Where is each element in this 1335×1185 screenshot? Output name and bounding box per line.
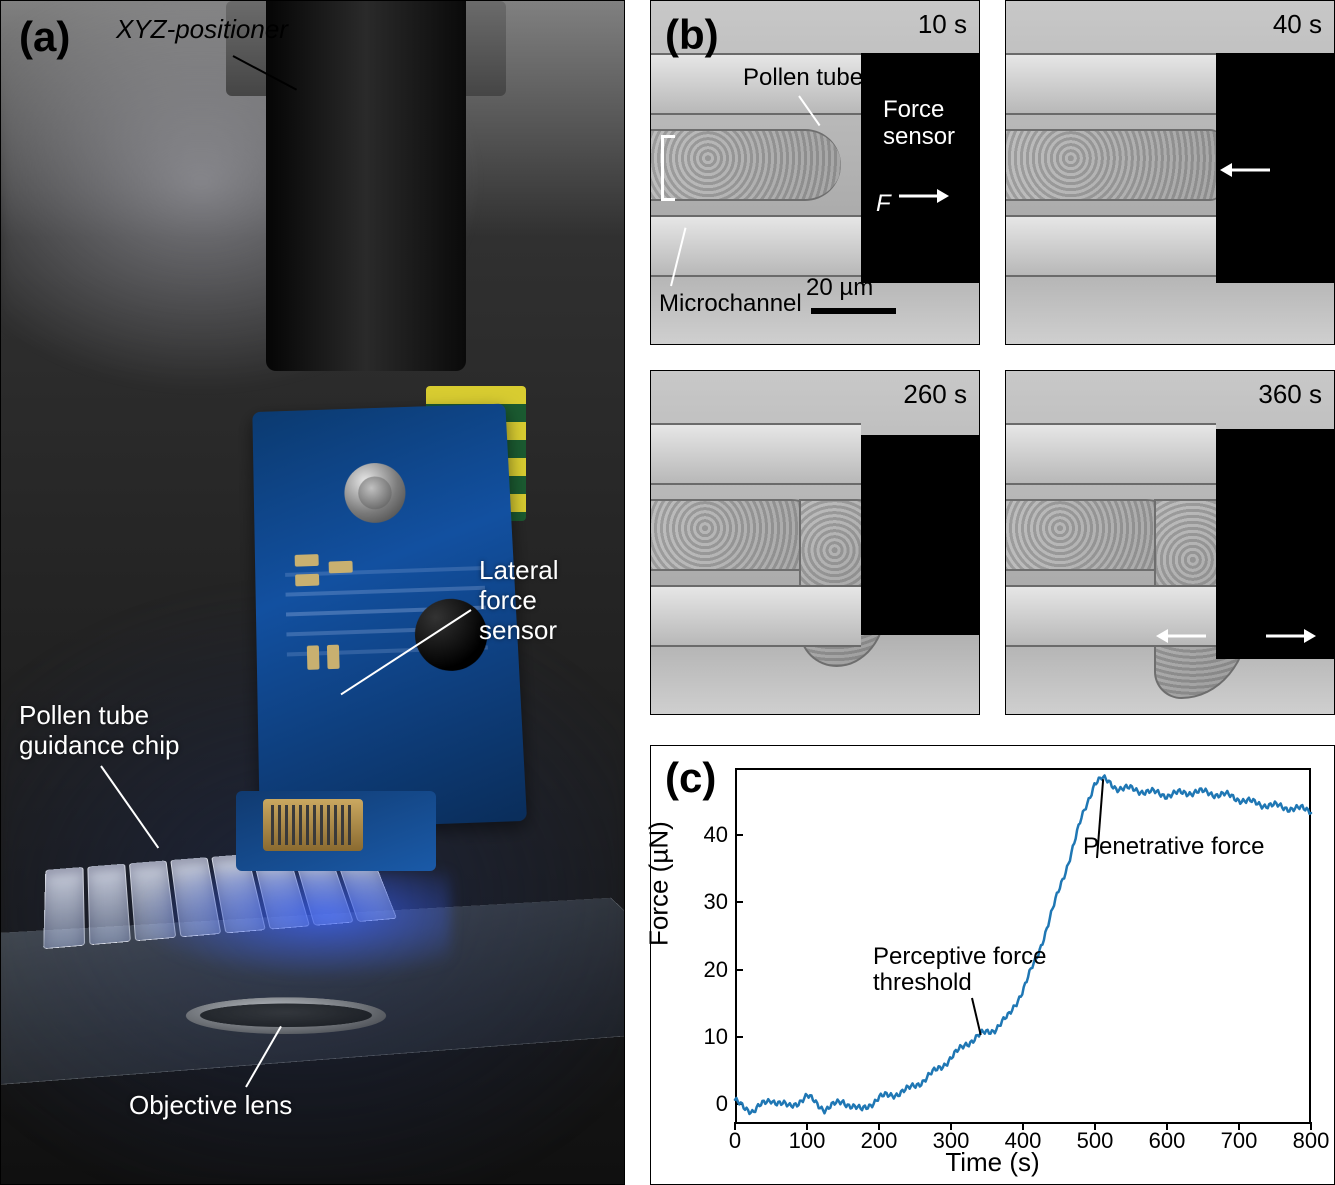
x-tick-label: 400 [1005, 1128, 1042, 1154]
timestamp: 360 s [1258, 379, 1322, 410]
arrow-right-icon [897, 187, 949, 205]
x-tick-label: 200 [861, 1128, 898, 1154]
lateral-force-sensor-tip [263, 799, 363, 851]
y-axis-label: Force (µN) [644, 821, 675, 946]
arrow-right-icon [1264, 627, 1316, 645]
illumination-glow [131, 871, 451, 981]
microchannel-wall [651, 585, 861, 647]
x-tick-label: 300 [933, 1128, 970, 1154]
microchannel-wall [651, 423, 861, 485]
microchannel-wall [1006, 215, 1216, 277]
panel-b-tag: (b) [665, 11, 719, 59]
label-penetrative-force: Pene- trative force [1261, 521, 1326, 602]
annotation-text: XYZ-positioner [116, 14, 288, 44]
pollen-tube [1006, 129, 1222, 201]
figure-root: (a) XYZ-positioner [0, 0, 1335, 1185]
force-sensor-block [861, 53, 979, 283]
pcb-knob [414, 598, 489, 673]
chip-well [87, 864, 131, 946]
microchannel-wall [651, 215, 861, 277]
annotation-penetrative-force: Penetrative force [1083, 834, 1264, 860]
label-microchannel: Microchannel [659, 291, 802, 318]
x-tick-label: 0 [729, 1128, 741, 1154]
label-F: F [876, 191, 891, 218]
smd-component [327, 645, 340, 670]
panel-a-tag: (a) [19, 13, 70, 61]
panel-a-photo: (a) XYZ-positioner [0, 0, 625, 1185]
x-tick-label: 100 [789, 1128, 826, 1154]
y-tick-label: 20 [704, 957, 728, 983]
positioner-arm [266, 0, 466, 371]
arrow-left-icon [1220, 161, 1272, 179]
x-tick-label: 800 [1293, 1128, 1330, 1154]
micrograph-frame-3: 260 s [650, 370, 980, 715]
pollen-tube [651, 129, 841, 201]
x-tick-label: 600 [1149, 1128, 1186, 1154]
micrograph-frame-4: 360 s Pene- trative force [1005, 370, 1335, 715]
smd-component [329, 561, 353, 574]
annotation-perceptive-threshold: Perceptive force threshold [873, 944, 1046, 997]
timestamp: 10 s [918, 9, 967, 40]
microchannel-wall [1006, 53, 1216, 115]
microchannel-wall [1006, 423, 1216, 485]
panel-c-tag: (c) [665, 754, 716, 802]
label-perceptive-threshold: Per- ceptive force thresh- old [1250, 117, 1326, 251]
annotation-xyz-positioner: XYZ-positioner [116, 15, 288, 45]
micrograph-frame-2: 40 s Per- ceptive force thresh- old [1005, 0, 1335, 345]
y-tick-label: 10 [704, 1024, 728, 1050]
bracket-icon [661, 135, 675, 201]
label-force-sensor: Force sensor [883, 97, 955, 151]
pcb-screw [344, 462, 407, 524]
smd-component [307, 645, 320, 670]
x-tick-label: 700 [1221, 1128, 1258, 1154]
arrow-left-icon [1156, 627, 1208, 645]
y-tick-label: 30 [704, 889, 728, 915]
panel-c-chart: (c) Force (µN) Time (s) 010203040 010020… [650, 745, 1335, 1185]
smd-component [295, 574, 319, 587]
timestamp: 260 s [903, 379, 967, 410]
micrograph-frame-1: (b) 10 s Pollen tube Force sensor F Micr… [650, 0, 980, 345]
y-tick-label: 40 [704, 822, 728, 848]
annotation-lateral-force-sensor: Lateral force sensor [479, 556, 559, 646]
annotation-objective-lens: Objective lens [129, 1091, 292, 1121]
timestamp: 40 s [1273, 9, 1322, 40]
panel-b-micrographs: (b) 10 s Pollen tube Force sensor F Micr… [650, 0, 1335, 720]
force-sensor-block [861, 435, 979, 635]
x-tick-label: 500 [1077, 1128, 1114, 1154]
y-tick-label: 0 [716, 1091, 728, 1117]
scale-bar [811, 308, 896, 314]
smd-component [295, 554, 319, 567]
chip-well [43, 867, 85, 949]
scale-bar-text: 20 µm [806, 274, 873, 302]
label-pollen-tube: Pollen tube [743, 65, 863, 92]
annotation-guidance-chip: Pollen tube guidance chip [19, 701, 179, 761]
